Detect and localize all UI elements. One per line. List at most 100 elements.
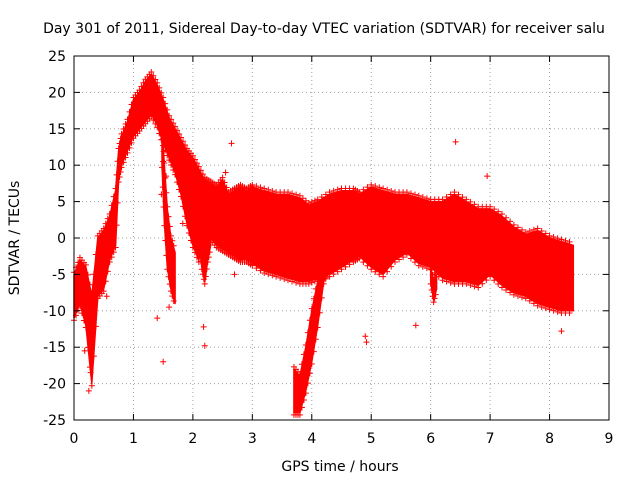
data-point [452,138,459,145]
data-point [169,249,176,256]
data-point [189,152,196,159]
data-point [491,277,498,284]
data-point [156,84,163,91]
data-point [534,225,541,232]
data-point [160,94,167,101]
data-point [126,144,133,151]
data-point [388,187,395,194]
data-point [487,273,494,280]
data-point [499,284,505,291]
data-point [165,213,172,220]
data-point [392,259,398,266]
data-point [396,256,403,263]
y-tick-label: -10 [43,304,66,320]
data-point [403,251,410,258]
data-point [334,268,341,275]
x-tick-label: 1 [129,431,138,447]
data-point [221,179,228,186]
data-point [104,215,111,222]
data-point [312,336,319,343]
data-point [388,263,395,270]
data-point [318,261,325,268]
y-tick-label: 5 [57,195,66,211]
data-point [112,185,119,192]
data-point [471,283,478,290]
data-point [314,276,321,283]
data-point [407,190,414,197]
data-point [558,328,565,335]
data-point [81,347,88,354]
data-point [415,262,422,269]
data-point [76,302,83,309]
data-point [430,299,437,306]
data-point [164,152,171,159]
data-point [277,274,284,281]
data-point [158,164,165,171]
data-point [518,226,525,233]
x-tick-label: 4 [307,431,316,447]
y-tick-label: 25 [48,49,66,65]
y-tick-label: -15 [43,340,66,356]
data-point [407,255,414,262]
data-point [318,193,325,200]
data-point [253,265,260,272]
data-point [427,261,434,268]
data-point [114,199,121,206]
data-point [117,135,124,142]
data-point [165,273,172,280]
data-point [163,189,170,196]
data-point [447,191,454,198]
data-point [85,387,92,394]
data-point [419,263,426,270]
data-point [87,369,94,376]
data-point [285,189,291,196]
data-point [136,87,143,94]
data-point [306,370,313,377]
data-point [300,397,307,404]
data-point [562,237,569,244]
data-point [510,291,517,298]
data-point [164,203,171,210]
x-tick-label: 0 [70,431,79,447]
data-point [97,275,104,282]
data-point [372,268,379,275]
data-point [253,183,260,190]
data-point [289,190,296,197]
data-point [314,196,321,203]
data-point [124,116,131,123]
x-tick-label: 9 [605,431,614,447]
data-point [187,237,194,244]
data-point [495,208,502,215]
data-point [86,281,93,288]
data-point [174,127,181,134]
x-axis-label: GPS time / hours [281,459,398,475]
data-point [106,210,113,217]
data-point [314,324,321,331]
data-point [183,222,190,229]
data-point [305,280,312,287]
data-point [231,271,238,278]
data-point [78,310,85,317]
y-tick-label: -20 [43,377,66,393]
data-point [169,237,176,244]
data-point [330,187,337,194]
data-point [124,149,131,156]
data-point [298,404,305,411]
data-point [167,288,174,295]
data-point [164,266,171,273]
data-point [128,139,135,146]
data-point [191,156,198,163]
data-point [110,193,117,200]
data-point [285,277,291,284]
data-point [526,297,533,304]
data-point [178,134,184,141]
data-point [322,275,329,282]
data-point [308,360,315,367]
data-point [526,227,533,234]
data-point [82,261,89,268]
data-point [423,265,430,272]
data-point [182,141,189,148]
data-point [302,390,309,397]
data-point [170,242,177,249]
data-point [308,198,315,205]
